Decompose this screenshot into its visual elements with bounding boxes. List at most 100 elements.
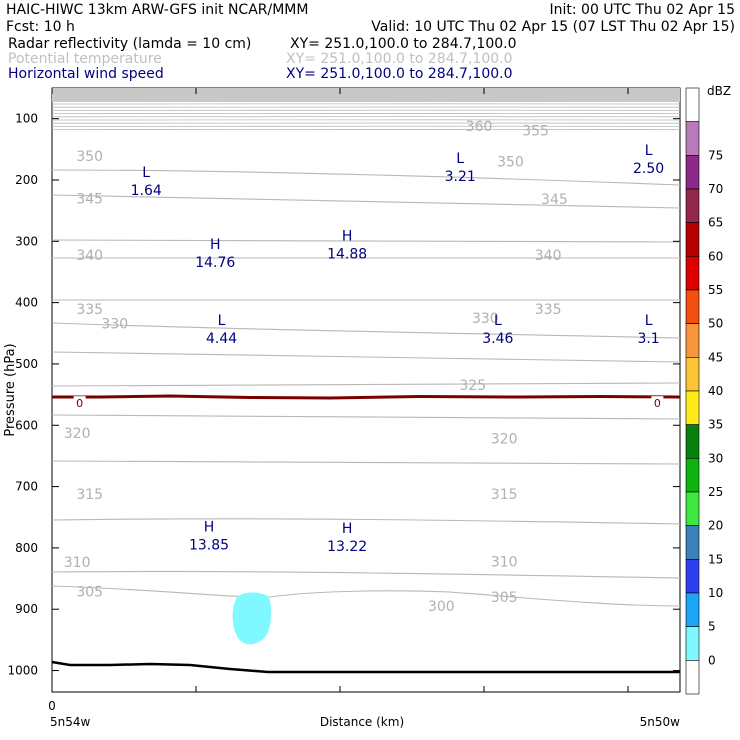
zero-label-bg [73,396,86,409]
y-tick-label: 300 [15,234,38,248]
wind-extremum-value: 2.50 [633,161,664,177]
terrain-line [51,660,680,674]
theta-label: 330 [101,316,128,332]
colorbar-level-label: 10 [708,586,723,600]
field2-name: Potential temperature [8,51,162,67]
wind-extremum-type: L [218,313,226,329]
y-tick-label: 100 [15,112,38,126]
colorbar-level-label: 50 [708,317,723,331]
header-valid-time: Valid: 10 UTC Thu 02 Apr 15 (07 LST Thu … [371,19,735,35]
colorbar-level-label: 5 [708,620,716,634]
colorbar-swatch [685,188,700,223]
colorbar-swatch [685,121,700,156]
theta-contour-line [51,169,681,186]
colorbar-level-label: 25 [708,485,723,499]
theta-label: 325 [459,378,486,394]
theta-contour-line [51,585,681,607]
colorbar-level-label: 0 [708,653,716,667]
header-init-time: Init: 00 UTC Thu 02 Apr 15 [549,2,735,18]
colorbar-swatch [685,87,700,122]
colorbar-level-label: 55 [708,283,723,297]
colorbar-swatch [685,626,700,661]
top-band-line [51,128,681,131]
wind-extremum-type: L [645,313,653,329]
wind-extremum-value: 3.1 [637,331,659,347]
theta-label: 345 [76,191,103,207]
zero-label-bg [651,396,664,409]
colorbar-swatch [685,357,700,392]
top-band-line [51,119,681,121]
colorbar-level-label: 15 [708,552,723,566]
theta-contour-line [51,322,681,339]
wind-extremum-value: 13.85 [189,538,229,554]
wind-extremum-type: H [204,520,215,536]
theta-label: 335 [535,302,562,318]
colorbar-level-label: 60 [708,249,723,263]
wind-extremum-type: H [342,521,353,537]
field3-xy: XY= 251.0,100.0 to 284.7,100.0 [286,66,513,82]
colorbar-swatch [685,222,700,257]
colorbar-level-label: 30 [708,451,723,465]
top-band-line [51,112,681,115]
theta-label: 335 [76,302,103,318]
y-axis: 100 200 300 400 500 600 700 800 900 1000 [7,112,680,678]
theta-label: 360 [466,119,493,135]
theta-contour-line [51,414,681,420]
top-band-line [51,103,681,105]
y-tick-label: 700 [15,480,38,494]
colorbar-swatch [685,660,700,695]
colorbar-swatch [685,424,700,459]
wind-extremum-type: L [142,165,150,181]
theta-label: 355 [522,123,549,139]
top-band-fill [52,88,680,102]
colorbar-level-label: 20 [708,519,723,533]
colorbar-level-label: 70 [708,182,723,196]
wind-extremum-value: 14.76 [195,255,235,271]
wind-extremum-value: 13.22 [327,539,367,555]
y-tick-label: 900 [15,602,38,616]
theta-label: 305 [76,584,103,600]
colorbar-level-label: 35 [708,418,723,432]
colorbar-swatch [685,592,700,627]
y-tick-label: 1000 [7,664,38,678]
wind-extremum-type: L [494,313,502,329]
x-axis-label: Distance (km) [320,715,404,729]
colorbar-level-label: 65 [708,216,723,230]
top-band-line [51,122,681,124]
top-band-line [51,106,681,108]
theta-contour-line [51,570,681,579]
theta-label: 350 [76,149,103,165]
field1-name: Radar reflectivity (lamda = 10 cm) [8,36,251,52]
colorbar: 0 5 10 15 20 25 30 35 40 45 50 55 60 65 70 75 [685,87,723,695]
theta-label: 340 [76,248,103,264]
theta-contour-line [51,351,681,363]
colorbar-swatch [685,289,700,324]
top-band-line [51,125,681,128]
wind-extremum-type: L [645,143,653,159]
y-axis-label: Pressure (hPa) [3,343,18,436]
top-band-line [51,109,681,112]
theta-contour-line [51,518,681,525]
x-start-label: 5n54w [50,715,91,729]
theta-label: 300 [428,599,455,615]
zero-contour-label: 0 [654,397,661,410]
colorbar-swatch [685,525,700,560]
radar-echo [232,592,272,645]
wind-extremum-type: H [210,237,221,253]
wind-extremum-value: 3.46 [482,331,513,347]
y-tick-label: 800 [15,541,38,555]
colorbar-level-label: 45 [708,350,723,364]
theta-label: 345 [541,192,568,208]
colorbar-swatch [685,491,700,526]
wind-extremum-value: 1.64 [131,183,162,199]
theta-label: 315 [491,487,518,503]
theta-label: 320 [64,426,91,442]
field3-name: Horizontal wind speed [8,66,164,82]
field2-xy: XY= 251.0,100.0 to 284.7,100.0 [286,51,513,67]
theta-contour-line [51,239,681,243]
theta-label: 305 [491,590,518,606]
y-tick-label: 600 [15,418,38,432]
